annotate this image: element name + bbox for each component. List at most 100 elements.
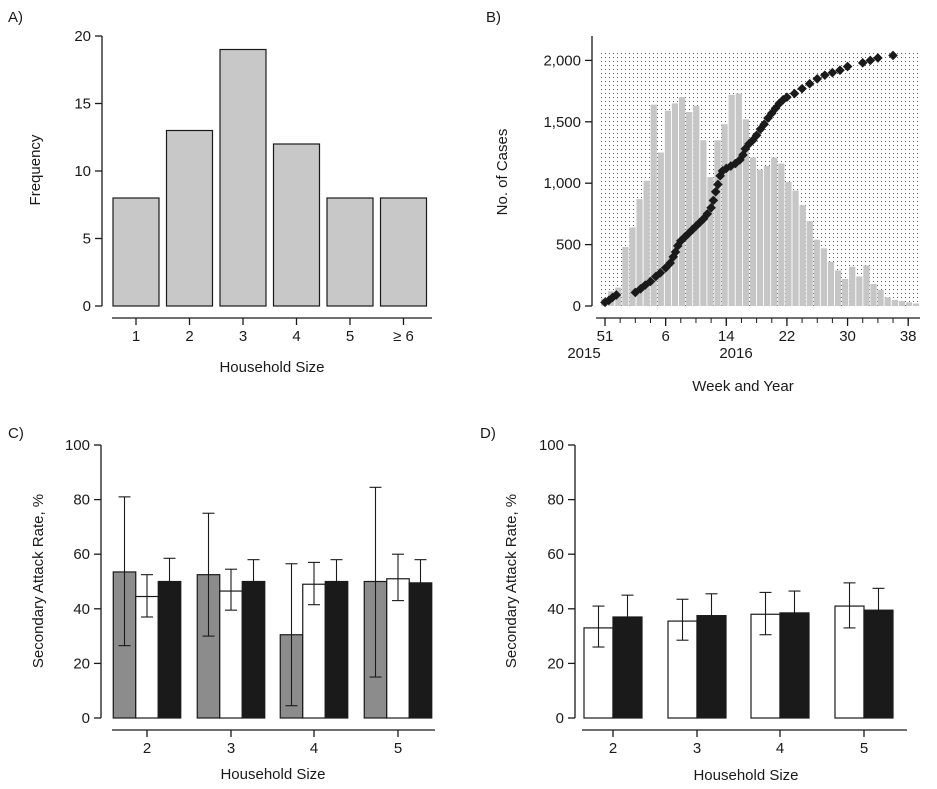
panel-c-y-tick-label: 40: [73, 601, 90, 618]
panel-c-plot: 0 20 40 60 80 100 2 3 4 5: [65, 437, 435, 757]
panel-d-x-tick-label: 4: [776, 740, 784, 757]
panel-c-y-tick-label: 60: [73, 546, 90, 563]
panel-a-bar: [112, 197, 160, 307]
panel-d-y-tick-label: 20: [547, 655, 564, 672]
panel-b-bar: [799, 205, 806, 306]
panel-b-bar: [884, 297, 891, 306]
panel-b-bar: [707, 177, 714, 306]
panel-d-y-tick-label: 40: [547, 601, 564, 618]
panel-b-y-tick-label: 1,000: [543, 175, 581, 192]
panel-b-bar: [728, 94, 735, 306]
panel-d-y-tick-label: 100: [539, 437, 564, 454]
panel-b-point: [759, 119, 769, 130]
panel-c-x-tick-label: 2: [143, 740, 151, 757]
panel-b-bar: [792, 190, 799, 306]
panel-a-y-tick-label: 5: [83, 231, 91, 248]
panel-b-bar: [778, 163, 785, 306]
panel-b-bar: [898, 301, 905, 306]
panel-b-point: [888, 50, 898, 61]
panel-b-point: [751, 130, 762, 141]
panel-b-bar: [813, 239, 820, 306]
panel-a-y-tick-label: 0: [83, 298, 91, 315]
panel-d-y-tick-label: 0: [556, 710, 564, 727]
panel-a-bar: [272, 143, 321, 307]
panel-b-bar: [849, 266, 856, 306]
panel-b-bar: [877, 290, 884, 306]
panel-a-bar: [219, 48, 267, 307]
panel-b-bar: [806, 221, 813, 306]
panel-b-bar: [912, 303, 920, 306]
panel-a-bar: [379, 197, 428, 307]
panel-a-y-tick-label: 15: [74, 96, 91, 113]
panel-b-bar: [657, 152, 664, 306]
panel-b-y-tick-label: 0: [573, 298, 581, 315]
panel-b-point: [713, 179, 723, 190]
panel-b-y-tick-label: 500: [556, 237, 581, 254]
panel-b-point: [797, 83, 807, 94]
panel-b-point: [645, 276, 656, 287]
panel-b-point: [708, 195, 719, 206]
panel-b-point: [611, 290, 622, 300]
panel-d-x-title: Household Size: [693, 767, 798, 784]
panel-b-bar: [686, 111, 693, 306]
panel-a-y-title: Frequency: [27, 134, 44, 205]
panel-b-bar: [622, 247, 629, 306]
panel-b-plot: 0 500 1,000 1,500 2,000 51 6 14 22 30 38: [543, 36, 920, 345]
panel-b-bar: [742, 119, 749, 307]
panel-d-plot: 0 20 40 60 80 100 2 3 4 5: [539, 437, 907, 757]
panel-label-c: C): [8, 425, 24, 442]
panel-b-x-tick-label: 22: [779, 328, 796, 345]
panel-b-bar: [693, 105, 700, 306]
panel-c-y-tick-label: 80: [73, 492, 90, 509]
panel-c-x-title: Household Size: [220, 766, 325, 783]
panel-a-x-tick-label: 4: [292, 328, 300, 345]
panel-a-plot: 0 5 10 15 20 1 2 3 4 5 ≥ 6: [74, 28, 432, 345]
panel-b-point: [804, 78, 815, 89]
panel-b-x-title: Week and Year: [692, 378, 793, 395]
panel-c-y-title: Secondary Attack Rate, %: [30, 494, 47, 668]
panel-b-bar: [870, 283, 877, 306]
panel-b-bar: [678, 97, 686, 307]
panel-b-bar: [905, 302, 913, 306]
panel-d-y-tick-label: 60: [547, 546, 564, 563]
panel-b-x-tick-label: 6: [661, 328, 669, 345]
panel-a-bar: [326, 197, 374, 307]
panel-b-x-tick-label: 51: [597, 328, 614, 345]
panel-c-x-tick-label: 3: [227, 740, 235, 757]
panel-a-x-tick-label: 2: [185, 328, 193, 345]
panel-d-x-tick-label: 3: [693, 740, 701, 757]
panel-b-x-tick-label: 14: [718, 328, 735, 345]
panel-b-bar: [891, 299, 898, 306]
panel-c-y-tick-label: 100: [65, 437, 90, 454]
panel-b-bar: [827, 261, 835, 306]
panel-b-point: [865, 55, 876, 66]
panel-a-y-tick-label: 20: [74, 28, 91, 45]
panel-a-bar: [165, 129, 214, 307]
panel-b-x-tick-label: 30: [839, 328, 856, 345]
panel-c-x-tick-label: 5: [394, 740, 402, 757]
panel-b-point: [655, 268, 666, 278]
panel-b-bar: [820, 248, 827, 306]
panel-d-x-tick-label: 5: [860, 740, 868, 757]
panel-b-bar: [636, 199, 643, 306]
panel-b-bar: [863, 265, 870, 306]
panel-b-bar: [771, 157, 778, 306]
panel-b-point: [706, 202, 716, 213]
panel-b-bar: [721, 124, 728, 306]
panel-b-point: [702, 209, 713, 219]
panel-b-year-2015: 2015: [567, 345, 600, 362]
panel-b-y-tick-label: 2,000: [543, 52, 581, 69]
panel-a-x-tick-label: 1: [132, 328, 140, 345]
panel-d-x-tick-label: 2: [609, 740, 617, 757]
panel-b-bar: [735, 93, 742, 306]
panel-b-bar: [749, 157, 757, 306]
panel-c-y-tick-label: 0: [82, 710, 90, 727]
panel-a-y-tick-label: 10: [74, 163, 91, 180]
panel-c-x-tick-label: 4: [310, 740, 318, 757]
panel-a-x-title: Household Size: [219, 359, 324, 376]
panel-b-bar: [643, 180, 650, 306]
panel-b-bar: [664, 110, 672, 306]
panel-b-point: [782, 92, 792, 103]
